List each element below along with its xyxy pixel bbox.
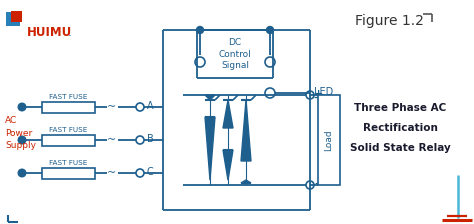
- Text: Solid State Relay: Solid State Relay: [350, 143, 450, 153]
- Polygon shape: [205, 95, 215, 100]
- Bar: [42, 101, 95, 112]
- Circle shape: [18, 169, 26, 177]
- Text: -: -: [268, 26, 272, 36]
- Polygon shape: [241, 180, 251, 183]
- Text: Three Phase AC: Three Phase AC: [354, 103, 446, 113]
- Circle shape: [18, 103, 26, 111]
- Text: ~: ~: [108, 135, 117, 145]
- Text: DC
Control
Signal: DC Control Signal: [219, 38, 251, 70]
- Polygon shape: [241, 100, 251, 161]
- Text: A: A: [147, 101, 154, 111]
- Text: +: +: [195, 26, 205, 36]
- Text: FAST FUSE: FAST FUSE: [49, 127, 88, 133]
- Text: HUIMU: HUIMU: [27, 26, 72, 39]
- Text: FAST FUSE: FAST FUSE: [49, 94, 88, 100]
- Polygon shape: [205, 117, 215, 180]
- Circle shape: [266, 26, 273, 34]
- Polygon shape: [223, 150, 233, 180]
- Text: ~: ~: [108, 102, 117, 112]
- Text: Figure 1.2: Figure 1.2: [355, 14, 424, 28]
- Text: -: -: [314, 179, 319, 189]
- Text: FAST FUSE: FAST FUSE: [49, 160, 88, 166]
- Polygon shape: [223, 100, 233, 128]
- Text: .: .: [68, 26, 72, 39]
- Circle shape: [197, 26, 203, 34]
- Text: ~: ~: [108, 168, 117, 178]
- Text: C: C: [147, 167, 154, 177]
- Bar: [11, 11, 22, 22]
- Text: +: +: [314, 89, 323, 99]
- Bar: [42, 134, 95, 146]
- Bar: [318, 95, 340, 185]
- Circle shape: [18, 136, 26, 144]
- Text: B: B: [147, 134, 154, 144]
- Text: Load: Load: [325, 129, 334, 151]
- Bar: [6, 12, 20, 26]
- Bar: [42, 168, 95, 179]
- Text: Rectification: Rectification: [363, 123, 438, 133]
- Text: LED: LED: [314, 87, 333, 97]
- Text: AC
Power
Supply: AC Power Supply: [5, 116, 36, 150]
